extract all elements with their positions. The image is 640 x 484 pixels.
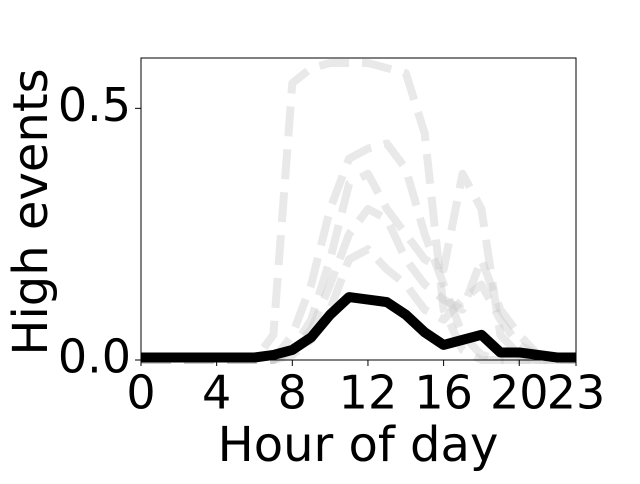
plot-frame <box>140 57 577 361</box>
x-tick-label: 12 <box>339 366 398 420</box>
x-tick-label: 8 <box>278 366 307 420</box>
x-axis-label: Hour of day <box>218 417 499 473</box>
x-tick-label: 20 <box>490 366 549 420</box>
x-tick-label: 4 <box>202 366 231 420</box>
x-tick-label: 16 <box>414 366 473 420</box>
x-tick-label: 23 <box>547 366 606 420</box>
series-line <box>141 205 576 364</box>
series-line <box>141 59 576 364</box>
series-line <box>141 292 576 363</box>
y-tick-label: 0.0 <box>58 330 131 384</box>
y-tick-label: 0.5 <box>58 78 131 132</box>
x-tick-label: 0 <box>126 366 155 420</box>
y-axis-label: High events <box>3 68 59 355</box>
